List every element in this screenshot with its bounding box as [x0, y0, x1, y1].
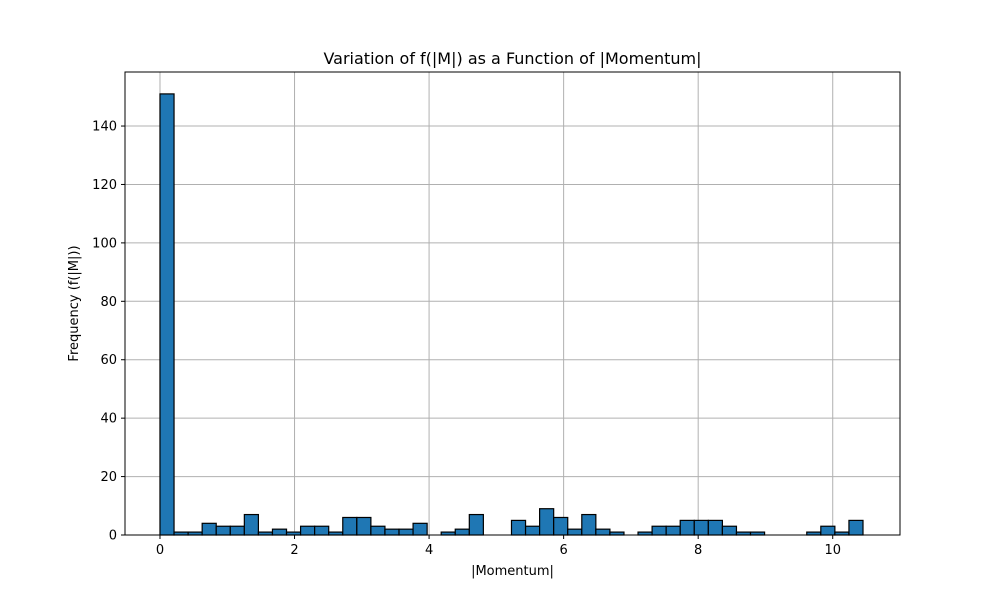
histogram-bar [159, 93, 175, 536]
histogram-bar [243, 513, 260, 536]
histogram-bar [820, 525, 836, 536]
histogram-bar [651, 525, 667, 536]
y-tick-label: 80 [100, 295, 117, 310]
x-tick-label: 10 [824, 543, 841, 558]
histogram-bar [314, 525, 330, 536]
x-tick-label: 6 [559, 543, 567, 558]
histogram-bar [707, 519, 723, 536]
histogram-bar [299, 525, 316, 536]
x-axis-label: |Momentum| [471, 564, 554, 579]
y-tick-label: 60 [100, 353, 117, 368]
histogram-bar [454, 528, 470, 536]
x-tick-label: 4 [425, 543, 433, 558]
histogram-bar [524, 525, 541, 536]
y-tick-label: 140 [92, 120, 117, 135]
x-tick-label: 8 [694, 543, 702, 558]
histogram-bar [229, 525, 245, 536]
histogram-bar [510, 519, 527, 536]
histogram-bar [468, 513, 484, 536]
histogram-bar [384, 528, 400, 536]
plot-frame [124, 71, 901, 536]
histogram-bar [271, 528, 288, 536]
x-tick-label: 2 [290, 543, 298, 558]
histogram-bar [215, 525, 231, 536]
histogram-bar [665, 525, 681, 536]
histogram-bar [721, 525, 738, 536]
y-tick-label: 20 [100, 470, 117, 485]
histogram-bar [553, 516, 569, 536]
histogram-bar [567, 528, 583, 536]
y-axis-label: Frequency (f(|M|)) [67, 245, 82, 361]
histogram-bar [201, 522, 217, 536]
y-tick-label: 0 [109, 529, 117, 544]
bars [159, 93, 864, 536]
histogram-bar [679, 519, 695, 536]
histogram-bar [848, 519, 864, 536]
histogram-bar [539, 508, 555, 536]
histogram-bar [412, 522, 428, 536]
histogram-bar [581, 513, 597, 536]
x-tick-label: 0 [156, 543, 164, 558]
histogram-bar [693, 519, 709, 536]
histogram-bar [356, 516, 372, 536]
grid [125, 72, 900, 536]
histogram-bar [342, 516, 358, 536]
histogram-bar [398, 528, 414, 536]
histogram-bar [370, 525, 386, 536]
y-tick-label: 120 [92, 178, 117, 193]
y-tick-label: 100 [92, 236, 117, 251]
y-tick-label: 40 [100, 412, 117, 427]
histogram-bar [595, 528, 611, 536]
chart-title: Variation of f(|M|) as a Function of |Mo… [323, 49, 701, 68]
